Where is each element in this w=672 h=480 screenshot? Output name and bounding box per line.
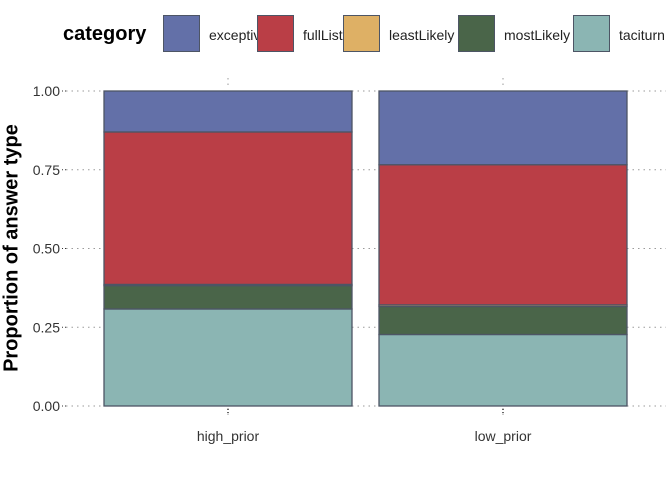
y-tick-label-0: 0.00: [33, 398, 60, 414]
bar-low_prior-exceptive: [378, 90, 628, 166]
x-tick-label-high_prior: high_prior: [197, 428, 260, 444]
bar-low_prior-mostLikely: [378, 305, 628, 336]
legend-title: category: [63, 23, 147, 45]
y-axis-title: Proportion of answer type: [0, 124, 23, 372]
legend: category exceptive fullList leastLikely …: [0, 0, 672, 70]
bar-high_prior-exceptive: [103, 90, 353, 133]
bar-high_prior-fullList: [103, 131, 353, 286]
legend-label-fulllist: fullList: [303, 27, 343, 43]
x-tick-label-low_prior: low_prior: [475, 428, 532, 444]
legend-swatch-mostlikely: [458, 15, 495, 52]
bar-low_prior-taciturn: [378, 333, 628, 407]
bar-high_prior-taciturn: [103, 308, 353, 407]
legend-swatch-taciturn: [573, 15, 610, 52]
legend-swatch-exceptive: [163, 15, 200, 52]
legend-label-exceptive: exceptive: [209, 27, 269, 43]
y-tick-label-2: 0.50: [33, 241, 60, 257]
bar-low_prior-fullList: [378, 164, 628, 306]
y-axis: 0.00 0.25 0.50 0.75 1.00: [33, 83, 66, 414]
bars: [103, 90, 628, 407]
bar-high_prior-mostLikely: [103, 285, 353, 310]
legend-swatch-leastlikely: [343, 15, 380, 52]
x-axis: high_prior low_prior: [197, 409, 532, 444]
y-tick-label-1: 0.25: [33, 319, 60, 335]
legend-label-taciturn: taciturn: [619, 27, 665, 43]
y-tick-label-4: 1.00: [33, 83, 60, 99]
legend-label-leastlikely: leastLikely: [389, 27, 455, 43]
legend-label-mostlikely: mostLikely: [504, 27, 571, 43]
y-tick-label-3: 0.75: [33, 162, 60, 178]
legend-swatch-fulllist: [257, 15, 294, 52]
